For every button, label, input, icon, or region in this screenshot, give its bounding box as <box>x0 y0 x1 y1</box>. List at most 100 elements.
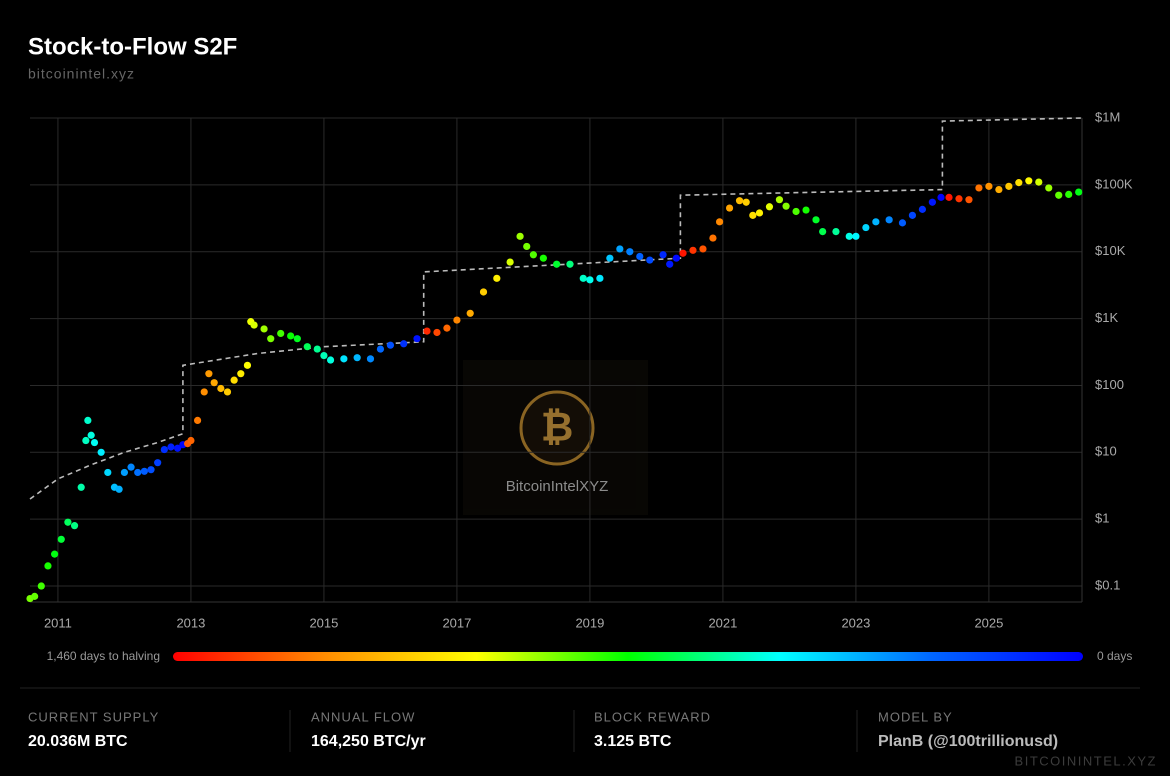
credit: BITCOININTEL.XYZ <box>1015 753 1157 768</box>
price-point <box>313 345 321 353</box>
price-point <box>217 384 225 393</box>
price-point <box>659 251 667 259</box>
price-point <box>1075 188 1083 196</box>
price-point <box>260 325 268 333</box>
price-point <box>115 485 123 493</box>
price-point <box>765 203 774 211</box>
price-point <box>200 388 208 396</box>
price-point <box>230 376 238 384</box>
x-tick-label: 2011 <box>44 615 72 630</box>
price-point <box>679 249 687 257</box>
y-tick-label: $1M <box>1095 109 1120 124</box>
price-point <box>955 195 963 203</box>
price-point <box>97 448 105 456</box>
price-point <box>715 218 724 226</box>
colorbar-min-label: 1,460 days to halving <box>47 649 160 663</box>
chart-title: Stock-to-Flow S2F <box>28 33 237 60</box>
price-point <box>366 355 375 363</box>
watermark-logo <box>519 390 595 466</box>
price-point <box>985 182 993 190</box>
stat-label: ANNUAL FLOW <box>311 709 415 724</box>
price-point <box>792 207 800 216</box>
price-point <box>70 522 79 530</box>
price-point <box>579 274 587 282</box>
price-point <box>975 184 983 192</box>
price-point <box>1045 184 1053 192</box>
y-tick-label: $1K <box>1095 310 1118 325</box>
price-point <box>1035 178 1043 186</box>
price-point <box>51 550 59 558</box>
price-point <box>413 335 421 343</box>
price-point <box>277 329 285 338</box>
price-point <box>64 518 72 526</box>
price-point <box>353 354 361 362</box>
price-point <box>134 468 142 477</box>
price-point <box>965 196 973 204</box>
x-tick-label: 2015 <box>309 615 338 630</box>
price-point <box>120 468 129 477</box>
price-point <box>666 260 674 268</box>
y-tick-label: $10K <box>1095 243 1126 258</box>
price-point <box>493 274 501 282</box>
price-point <box>553 260 561 268</box>
price-point <box>37 582 45 590</box>
price-point <box>1065 190 1073 199</box>
price-point <box>1055 191 1063 199</box>
stat-value: PlanB (@100trillionusd) <box>878 733 1058 750</box>
price-point <box>995 185 1003 194</box>
price-point <box>918 205 927 213</box>
price-point <box>523 242 531 251</box>
price-point <box>174 444 182 452</box>
price-point <box>898 219 907 227</box>
colorbar-max-label: 0 days <box>1097 649 1132 663</box>
price-point <box>1005 182 1013 190</box>
price-point <box>782 202 790 210</box>
model-line <box>29 117 1083 500</box>
price-point <box>293 335 301 343</box>
price-point <box>852 232 860 240</box>
price-point <box>802 206 810 214</box>
x-tick-label: 2013 <box>176 615 205 630</box>
price-point <box>626 248 634 256</box>
price-point <box>187 436 195 445</box>
price-point <box>205 370 213 378</box>
price-point <box>832 227 840 236</box>
price-point <box>908 211 917 219</box>
stat-value: 20.036M BTC <box>28 733 128 750</box>
y-tick-label: $100K <box>1095 176 1133 191</box>
price-point <box>104 468 112 477</box>
price-point <box>937 193 945 201</box>
price-point <box>154 459 162 467</box>
price-point <box>945 193 953 201</box>
price-point <box>742 198 750 206</box>
x-tick-label: 2017 <box>442 615 471 630</box>
price-point <box>1015 179 1023 187</box>
price-point <box>160 445 168 454</box>
price-point <box>433 328 441 337</box>
price-point <box>400 340 408 348</box>
price-point <box>755 209 764 217</box>
price-point <box>250 321 258 329</box>
price-point <box>672 254 680 262</box>
price-point <box>862 223 870 232</box>
price-point <box>31 592 39 600</box>
price-point <box>84 416 92 425</box>
price-point <box>616 245 624 253</box>
price-point <box>812 216 820 224</box>
price-point <box>819 227 827 236</box>
price-point <box>193 416 202 425</box>
x-tick-label: 2019 <box>575 615 604 630</box>
colorbar <box>173 652 1083 661</box>
price-point <box>749 211 757 219</box>
price-point <box>453 316 461 324</box>
grid <box>30 117 1082 602</box>
price-point <box>223 388 232 396</box>
price-point <box>845 232 853 240</box>
price-point <box>386 341 395 349</box>
price-point <box>127 463 135 471</box>
price-point <box>320 351 328 360</box>
stat-value: 164,250 BTC/yr <box>311 733 426 750</box>
watermark-symbol: ₿ <box>541 406 574 450</box>
